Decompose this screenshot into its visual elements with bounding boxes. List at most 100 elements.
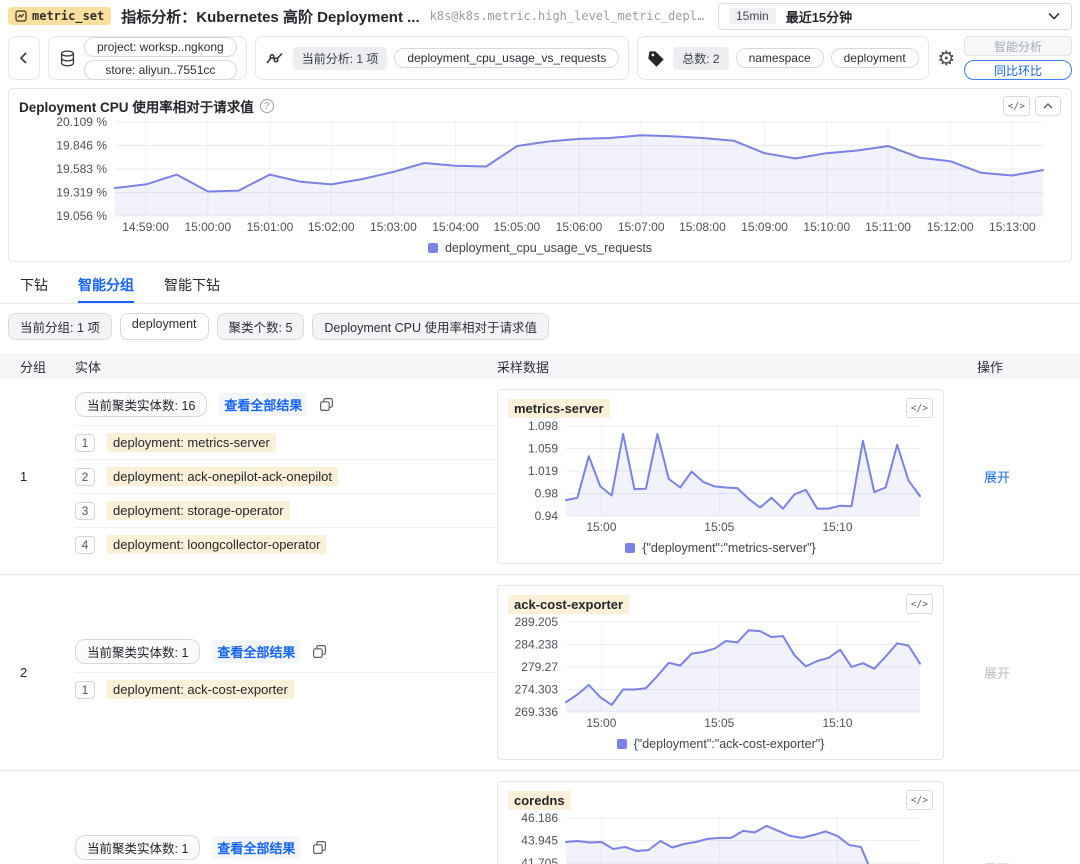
- legend-marker: [625, 543, 636, 553]
- tag-pill-namespace[interactable]: namespace: [735, 48, 824, 68]
- main-chart-panel: Deployment CPU 使用率相对于请求值 ? </> 14:59:00 1…: [8, 88, 1072, 262]
- svg-text:15:09:00: 15:09:00: [741, 220, 788, 234]
- svg-text:279.27: 279.27: [521, 660, 558, 674]
- svg-text:284.238: 284.238: [515, 638, 559, 652]
- svg-text:0.98: 0.98: [535, 487, 559, 501]
- mini-chart-card: ack-cost-exporter </> 15:00 15:05 15:10 289…: [497, 585, 944, 760]
- metric-set-label: metric_set: [32, 9, 105, 23]
- help-icon[interactable]: ?: [259, 99, 274, 113]
- svg-text:15:08:00: 15:08:00: [679, 220, 726, 234]
- expand-button[interactable]: 展开: [984, 470, 1011, 485]
- svg-text:15:05: 15:05: [704, 520, 734, 534]
- mini-chart[interactable]: 15:00 15:05 15:10 289.205 284.238 279.27 274.3…: [508, 615, 932, 732]
- entity-label: deployment: storage-operator: [107, 501, 290, 520]
- legend-marker: [427, 243, 438, 253]
- smart-analysis-button[interactable]: 智能分析: [964, 36, 1072, 56]
- legend-label: deployment_cpu_usage_vs_requests: [444, 241, 653, 255]
- code-view-button[interactable]: </>: [905, 398, 933, 418]
- group-field-chip[interactable]: deployment: [119, 313, 209, 340]
- entity-item: 3 deployment: storage-operator: [75, 493, 497, 527]
- current-group-count-chip: 当前分组: 1 项: [8, 313, 112, 340]
- svg-text:15:06:00: 15:06:00: [556, 220, 603, 234]
- trend-line-icon: [266, 52, 283, 63]
- metric-set-badge: metric_set: [8, 7, 112, 25]
- svg-text:15:10: 15:10: [823, 520, 853, 534]
- main-chart[interactable]: 14:59:00 15:00:00 15:01:00 15:02:00 15:03:00…: [19, 115, 1061, 236]
- time-duration-chip: 15min: [729, 8, 776, 24]
- table-row: 2 当前聚类实体数: 1 查看全部结果 1 deployment: ack-co…: [0, 575, 1080, 771]
- toolbar-actions: 智能分析 同比环比: [964, 36, 1072, 80]
- chevron-down-icon: [1047, 10, 1061, 22]
- cluster-count-chip: 聚类个数: 5: [216, 313, 305, 340]
- entity-index: 2: [75, 467, 95, 486]
- cluster-entity-count: 当前聚类实体数: 16: [75, 392, 208, 417]
- copy-icon[interactable]: [312, 644, 327, 659]
- sample-data-cell: ack-cost-exporter </> 15:00 15:05 15:10 289…: [497, 585, 977, 760]
- sample-data-cell: metrics-server </> 15:00 15:05 15:10 1.098 1…: [497, 389, 977, 564]
- svg-text:274.303: 274.303: [515, 683, 559, 697]
- table-header: 分组 实体 采样数据 操作: [0, 353, 1080, 379]
- tab-smart-grouping[interactable]: 智能分组: [78, 268, 134, 303]
- view-all-link[interactable]: 查看全部结果: [212, 836, 301, 859]
- expand-button[interactable]: 展开: [984, 666, 1011, 681]
- mini-chart-legend: {"deployment":"metrics-server"}: [508, 539, 933, 557]
- page-title: 指标分析：Kubernetes 高阶 Deployment ...: [121, 8, 420, 26]
- action-cell: 展开: [977, 467, 1080, 486]
- chevron-up-icon: [1043, 102, 1053, 109]
- mini-chart[interactable]: 15:0015:0515:1046.18643.94541.70539.4653…: [508, 811, 932, 864]
- svg-text:15:11:00: 15:11:00: [865, 220, 911, 234]
- svg-text:19.846 %: 19.846 %: [56, 139, 107, 153]
- svg-text:46.186: 46.186: [521, 812, 558, 825]
- entity-cell: 当前聚类实体数: 16 查看全部结果 1 deployment: metrics…: [75, 392, 497, 561]
- database-icon: [60, 49, 75, 66]
- tab-drilldown[interactable]: 下钻: [20, 276, 48, 293]
- code-view-button[interactable]: </>: [1002, 96, 1030, 116]
- mini-chart[interactable]: 15:00 15:05 15:10 1.098 1.059 1.019 0.98 0.94: [508, 419, 932, 536]
- entity-index: 3: [75, 501, 95, 520]
- settings-button[interactable]: ⚙: [937, 36, 956, 80]
- code-view-button[interactable]: </>: [905, 594, 933, 614]
- expand-button[interactable]: 展开: [984, 862, 1010, 864]
- legend-label: {"deployment":"ack-cost-exporter"}: [633, 737, 825, 751]
- svg-text:19.056 %: 19.056 %: [56, 209, 107, 223]
- table-row: 3 当前聚类实体数: 1 查看全部结果 1 deployment: coredn…: [0, 771, 1080, 864]
- tags-count: 总数: 2: [673, 46, 729, 70]
- tab-smart-drilldown[interactable]: 智能下钻: [164, 276, 220, 293]
- svg-text:19.583 %: 19.583 %: [56, 162, 107, 176]
- view-all-link[interactable]: 查看全部结果: [212, 640, 301, 663]
- tags-group: 总数: 2 namespace deployment: [637, 36, 929, 80]
- entity-cell: 当前聚类实体数: 1 查看全部结果 1 deployment: coredns: [75, 835, 497, 864]
- back-button[interactable]: [8, 36, 40, 80]
- project-pill[interactable]: project: worksp..ngkong: [84, 36, 237, 57]
- tag-pill-deployment[interactable]: deployment: [830, 48, 919, 68]
- legend-marker: [616, 739, 627, 749]
- view-all-link[interactable]: 查看全部结果: [219, 393, 308, 416]
- svg-text:15:00:00: 15:00:00: [184, 220, 231, 234]
- col-group: 分组: [20, 359, 47, 375]
- entity-label: deployment: loongcollector-operator: [107, 535, 327, 554]
- group-number: 1: [20, 469, 28, 484]
- mini-chart-legend: {"deployment":"ack-cost-exporter"}: [508, 735, 933, 753]
- store-pill[interactable]: store: aliyun..7551cc: [84, 59, 237, 80]
- entity-index: 4: [75, 535, 95, 554]
- svg-text:19.319 %: 19.319 %: [56, 186, 107, 200]
- group-number: 2: [20, 665, 28, 680]
- entity-item: 2 deployment: ack-onepilot-ack-onepilot: [75, 459, 497, 493]
- time-range-picker[interactable]: 15min 最近15分钟: [718, 2, 1072, 30]
- entity-cell: 当前聚类实体数: 1 查看全部结果 1 deployment: ack-cost…: [75, 639, 497, 706]
- collapse-button[interactable]: [1035, 96, 1061, 116]
- svg-text:15:13:00: 15:13:00: [989, 220, 1036, 234]
- metric-pill[interactable]: deployment_cpu_usage_vs_requests: [394, 48, 620, 68]
- compare-button[interactable]: 同比环比: [964, 60, 1072, 80]
- copy-icon[interactable]: [312, 840, 327, 855]
- entity-index: 1: [75, 433, 95, 452]
- copy-icon[interactable]: [319, 397, 334, 412]
- mini-chart-card: metrics-server </> 15:00 15:05 15:10 1.098 1…: [497, 389, 944, 564]
- code-view-button[interactable]: </>: [905, 790, 933, 810]
- toolbar: project: worksp..ngkong store: aliyun..7…: [0, 32, 1080, 86]
- svg-text:15:05: 15:05: [704, 716, 734, 730]
- mini-chart-title: ack-cost-exporter: [508, 594, 630, 614]
- grouping-filter-chips: 当前分组: 1 项 deployment 聚类个数: 5 Deployment …: [0, 304, 1080, 349]
- current-analysis-count: 当前分析: 1 项: [292, 46, 388, 70]
- mini-chart-card: coredns </> 15:0015:0515:1046.18643.9454…: [497, 781, 944, 864]
